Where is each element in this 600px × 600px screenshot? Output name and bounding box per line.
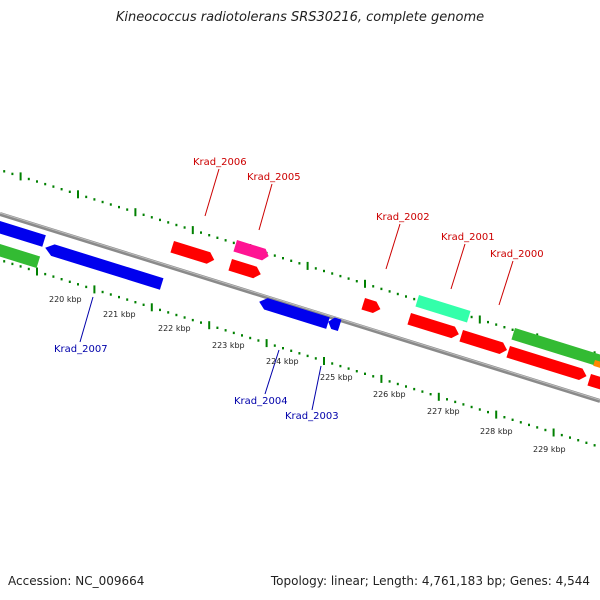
label-krad-2003[interactable]: Krad_2003 (285, 411, 339, 422)
scale-label-226: 226 kbp (373, 390, 406, 399)
scale-label-220: 220 kbp (49, 295, 82, 304)
label-krad-2007[interactable]: Krad_2007 (54, 344, 108, 355)
forward-gene-labels: Krad_2006 Krad_2005 Krad_2002 Krad_2001 … (193, 157, 544, 260)
gene-red-b[interactable] (407, 313, 460, 340)
gene-green-right[interactable] (511, 328, 600, 369)
genome-backbone (0, 212, 600, 403)
gene-orange-marker[interactable] (593, 360, 600, 369)
map-title: Kineococcus radiotolerans SRS30216, comp… (115, 10, 485, 25)
reverse-label-leaders (79, 296, 322, 411)
gene-blue-long[interactable] (43, 242, 164, 290)
accession-text: Accession: NC_009664 (8, 574, 145, 588)
gene-krad-2003[interactable] (326, 316, 342, 332)
gene-krad-2001[interactable] (415, 295, 471, 323)
scale-label-224: 224 kbp (266, 357, 299, 366)
scale-label-228: 228 kbp (480, 427, 513, 436)
scale-label-227: 227 kbp (427, 407, 460, 416)
gene-krad-2000[interactable] (506, 346, 588, 382)
scale-labels: 220 kbp 221 kbp 222 kbp 223 kbp 224 kbp … (49, 295, 566, 454)
reverse-gene-labels: Krad_2007 Krad_2004 Krad_2003 (54, 344, 339, 422)
gene-green-left-fragment[interactable] (0, 241, 41, 268)
lower-dotted-track (3, 260, 596, 447)
gene-krad-2005[interactable] (233, 240, 270, 262)
gene-red-c[interactable] (459, 330, 508, 356)
label-krad-2004[interactable]: Krad_2004 (234, 396, 288, 407)
gene-krad-2002[interactable] (361, 298, 382, 315)
label-krad-2006[interactable]: Krad_2006 (193, 157, 247, 168)
scale-label-229: 229 kbp (533, 445, 566, 454)
gene-krad-2004[interactable] (257, 296, 330, 329)
gene-krad-2006[interactable] (170, 241, 216, 266)
label-krad-2001[interactable]: Krad_2001 (441, 232, 495, 243)
scale-label-223: 223 kbp (212, 341, 245, 350)
label-krad-2005[interactable]: Krad_2005 (247, 172, 301, 183)
gene-blue-left-fragment[interactable] (0, 218, 46, 247)
gene-red-small-a[interactable] (228, 259, 262, 280)
scale-label-222: 222 kbp (158, 324, 191, 333)
scale-label-221: 221 kbp (103, 310, 136, 319)
topology-text: Topology: linear; Length: 4,761,183 bp; … (270, 574, 590, 588)
label-krad-2002[interactable]: Krad_2002 (376, 212, 430, 223)
label-krad-2000[interactable]: Krad_2000 (490, 249, 544, 260)
scale-label-225: 225 kbp (320, 373, 353, 382)
forward-label-leaders (204, 168, 514, 306)
gene-red-edge[interactable] (587, 374, 600, 392)
